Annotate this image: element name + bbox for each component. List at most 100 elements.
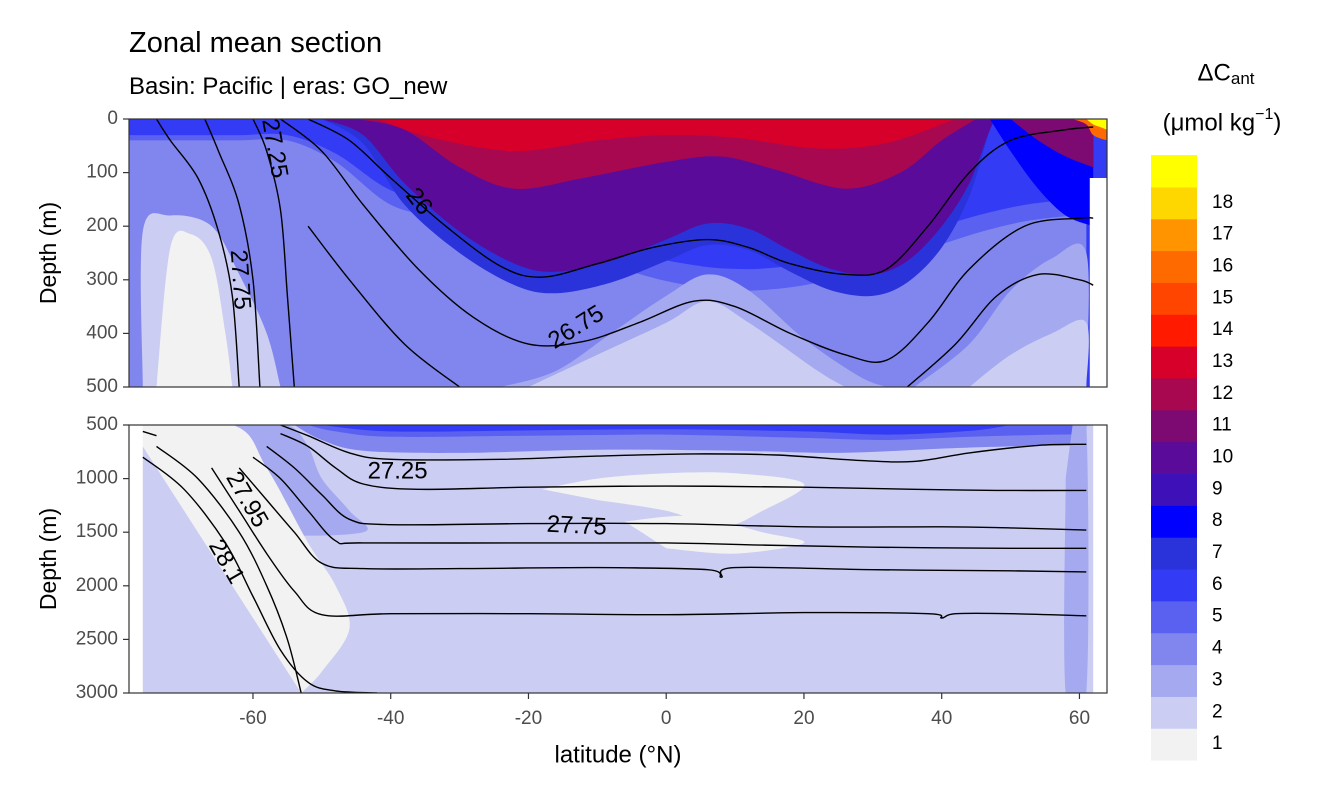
legend-swatch — [1151, 282, 1197, 315]
lower-east-3 — [1064, 425, 1089, 693]
lower-patch-1b — [624, 515, 805, 554]
legend-label: 7 — [1212, 542, 1223, 563]
legend-swatch — [1151, 537, 1197, 570]
y-tick-label: 0 — [107, 108, 118, 129]
upper-contour-4 — [307, 119, 1094, 278]
legend-swatch — [1151, 409, 1197, 443]
legend-label: 18 — [1212, 192, 1233, 213]
lower-contour-6 — [211, 467, 1087, 619]
lower-west-1 — [129, 425, 350, 693]
x-tick-label: -20 — [515, 708, 542, 729]
legend-swatch — [1151, 218, 1197, 252]
contour-label: 27.75 — [546, 511, 607, 541]
legend-label: 15 — [1212, 287, 1233, 308]
upper-contour-1 — [155, 119, 240, 387]
upper-band-13 — [376, 119, 956, 152]
legend-label: 16 — [1212, 255, 1233, 276]
legend-unit: (μmol kg−1) — [1163, 106, 1282, 136]
legend-label: 11 — [1212, 415, 1232, 436]
upper-contour-3 — [252, 119, 295, 387]
upper-band-4 — [129, 138, 1087, 387]
lower-contour-7 — [142, 456, 377, 693]
panel-border — [128, 118, 1108, 388]
lower-contour-5 — [238, 467, 1087, 578]
legend-swatch — [1151, 346, 1197, 379]
legend-swatch — [1151, 186, 1197, 220]
legend-label: 2 — [1212, 701, 1223, 722]
legend-label: 10 — [1212, 447, 1233, 468]
legend-swatch — [1151, 696, 1197, 729]
upper-no-data — [1089, 177, 1107, 387]
x-tick-label: 0 — [661, 708, 672, 729]
x-axis-label: latitude (°N) — [555, 741, 682, 768]
contour-label: 27.25 — [368, 458, 428, 485]
y-tick-label: 2500 — [76, 628, 118, 649]
legend-label: 3 — [1212, 669, 1223, 690]
y-tick-label: 100 — [86, 162, 118, 183]
upper-contour-6 — [307, 225, 461, 387]
legend-label: 12 — [1212, 383, 1233, 404]
upper-dome-2 — [528, 301, 846, 387]
lower-no-data-b — [129, 425, 143, 693]
upper-band-11 — [1010, 119, 1094, 168]
y-axis-label: Depth (m) — [35, 508, 61, 610]
legend-label: 5 — [1212, 606, 1223, 627]
x-tick-label: 60 — [1069, 708, 1090, 729]
legend-label: 6 — [1212, 574, 1223, 595]
chart-subtitle: Basin: Pacific | eras: GO_new — [129, 73, 448, 100]
contour-label: 27.75 — [225, 249, 256, 311]
legend-label: 13 — [1212, 351, 1233, 372]
legend-swatch — [1151, 568, 1197, 602]
upper-contour-7 — [906, 273, 1094, 387]
x-tick-label: 40 — [931, 708, 952, 729]
y-tick-label: 500 — [86, 376, 118, 397]
y-tick-label: 400 — [86, 322, 118, 343]
legend-swatch — [1151, 314, 1197, 347]
x-tick-label: 20 — [793, 708, 814, 729]
y-tick-label: 1500 — [76, 521, 118, 542]
legend-label: 17 — [1212, 224, 1233, 245]
lower-contour-1 — [280, 425, 1087, 463]
panel-border — [128, 424, 1108, 694]
legend-swatch — [1151, 473, 1197, 506]
legend-swatch — [1151, 250, 1197, 283]
lower-band-6 — [321, 425, 1011, 435]
lower-no-data-a — [1093, 425, 1107, 693]
lower-contour-3 — [266, 445, 1087, 531]
x-tick-label: -60 — [239, 708, 266, 729]
legend-swatch — [1151, 505, 1197, 538]
lower-contour-8 — [156, 445, 302, 693]
legend-swatch — [1151, 728, 1197, 761]
legend-swatch — [1151, 600, 1197, 634]
upper-plume-1 — [156, 230, 233, 387]
upper-ne-2 — [969, 319, 1089, 387]
legend-title: ΔCant — [1197, 59, 1254, 88]
legend-swatch — [1151, 632, 1197, 666]
y-tick-label: 3000 — [76, 682, 118, 703]
lower-contour-4 — [252, 456, 1087, 550]
color-legend: ΔCant(μmol kg−1)123456789101112131415161… — [1151, 59, 1282, 761]
lower-contour-9 — [142, 430, 157, 437]
y-axis-label: Depth (m) — [35, 202, 61, 304]
legend-swatch — [1151, 664, 1197, 697]
legend-swatch — [1151, 155, 1197, 188]
legend-label: 14 — [1212, 319, 1234, 340]
legend-label: 9 — [1212, 478, 1223, 499]
legend-swatch — [1151, 377, 1197, 411]
upper-contour-5 — [280, 119, 1094, 363]
upper-band-19 — [1086, 119, 1107, 130]
lower-contour-2 — [280, 432, 1087, 492]
y-tick-label: 2000 — [76, 575, 118, 596]
y-tick-label: 1000 — [76, 468, 118, 489]
x-tick-label: -40 — [377, 708, 404, 729]
y-tick-label: 200 — [86, 215, 118, 236]
upper-contour-2 — [204, 119, 261, 387]
legend-label: 1 — [1212, 733, 1223, 754]
legend-label: 4 — [1212, 638, 1223, 659]
legend-label: 8 — [1212, 510, 1223, 531]
y-tick-label: 300 — [86, 269, 118, 290]
